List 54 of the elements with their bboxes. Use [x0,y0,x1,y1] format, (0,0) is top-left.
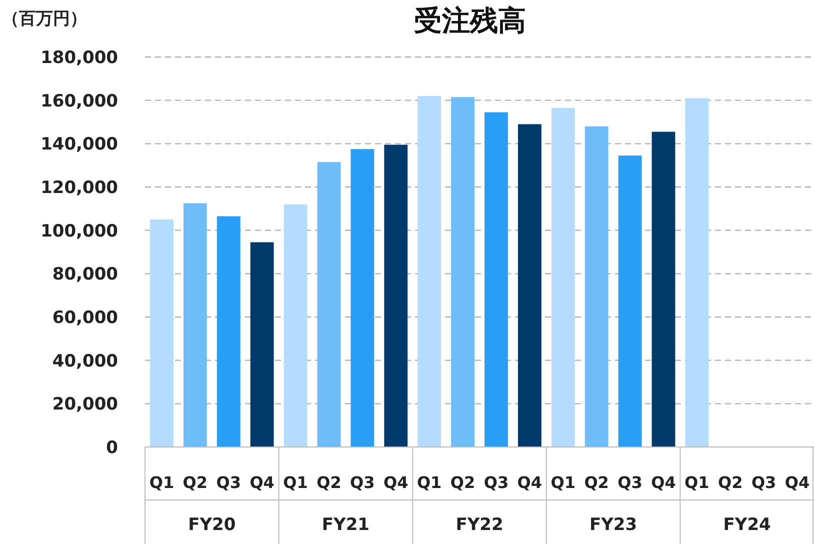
bar [652,132,676,447]
series-label: Q1 [283,473,308,492]
y-tick-label: 60,000 [52,308,118,328]
y-axis-title: （百万円） [2,9,87,29]
y-tick-label: 80,000 [52,264,118,285]
chart-title: 受注残高 [414,4,526,37]
text: Q3 [484,473,509,492]
x-tick-label: FY21 [322,515,370,535]
text: Q3 [751,473,776,492]
text: Q2 [182,473,208,492]
text: Q4 [250,473,274,492]
bar [284,204,308,447]
bar [685,98,709,447]
bar [584,126,608,447]
text: Q1 [684,473,710,492]
bar [551,108,575,447]
bar [451,97,474,447]
y-tick-label: 160,000 [40,91,118,112]
text: Q3 [216,473,241,492]
text: Q1 [416,473,442,492]
bar [216,216,240,447]
y-tick-label: 100,000 [40,221,118,242]
bar [250,242,274,447]
bar [317,162,341,447]
y-tick-label: 180,000 [40,48,118,68]
x-tick-label: FY22 [456,515,504,535]
text: Q2 [718,473,743,492]
series-label: Q4 [517,473,542,492]
bar [183,203,207,447]
y-tick-label: 120,000 [40,178,118,198]
text: Q2 [450,473,476,492]
text: Q4 [384,473,408,492]
series-label: Q2 [316,473,342,492]
text: Q1 [550,473,576,492]
text: Q1 [149,473,174,492]
x-tick-label: FY24 [723,515,772,535]
bar [518,124,542,447]
text: Q4 [651,473,676,492]
bar [618,156,642,447]
text: Q2 [584,473,609,492]
x-tick-label: FY20 [188,515,236,535]
bar [350,149,374,447]
text: Q3 [618,473,642,492]
series-label: Q3 [350,473,375,492]
bar [418,96,442,447]
x-tick-label: FY23 [590,515,638,535]
y-tick-label: 20,000 [52,394,118,415]
text: Q4 [784,473,810,492]
bar [150,220,174,447]
bar [484,112,508,447]
bar [384,144,408,447]
y-tick-label: 0 [106,438,118,458]
y-tick-label: 140,000 [40,134,118,155]
y-tick-label: 40,000 [52,351,118,372]
